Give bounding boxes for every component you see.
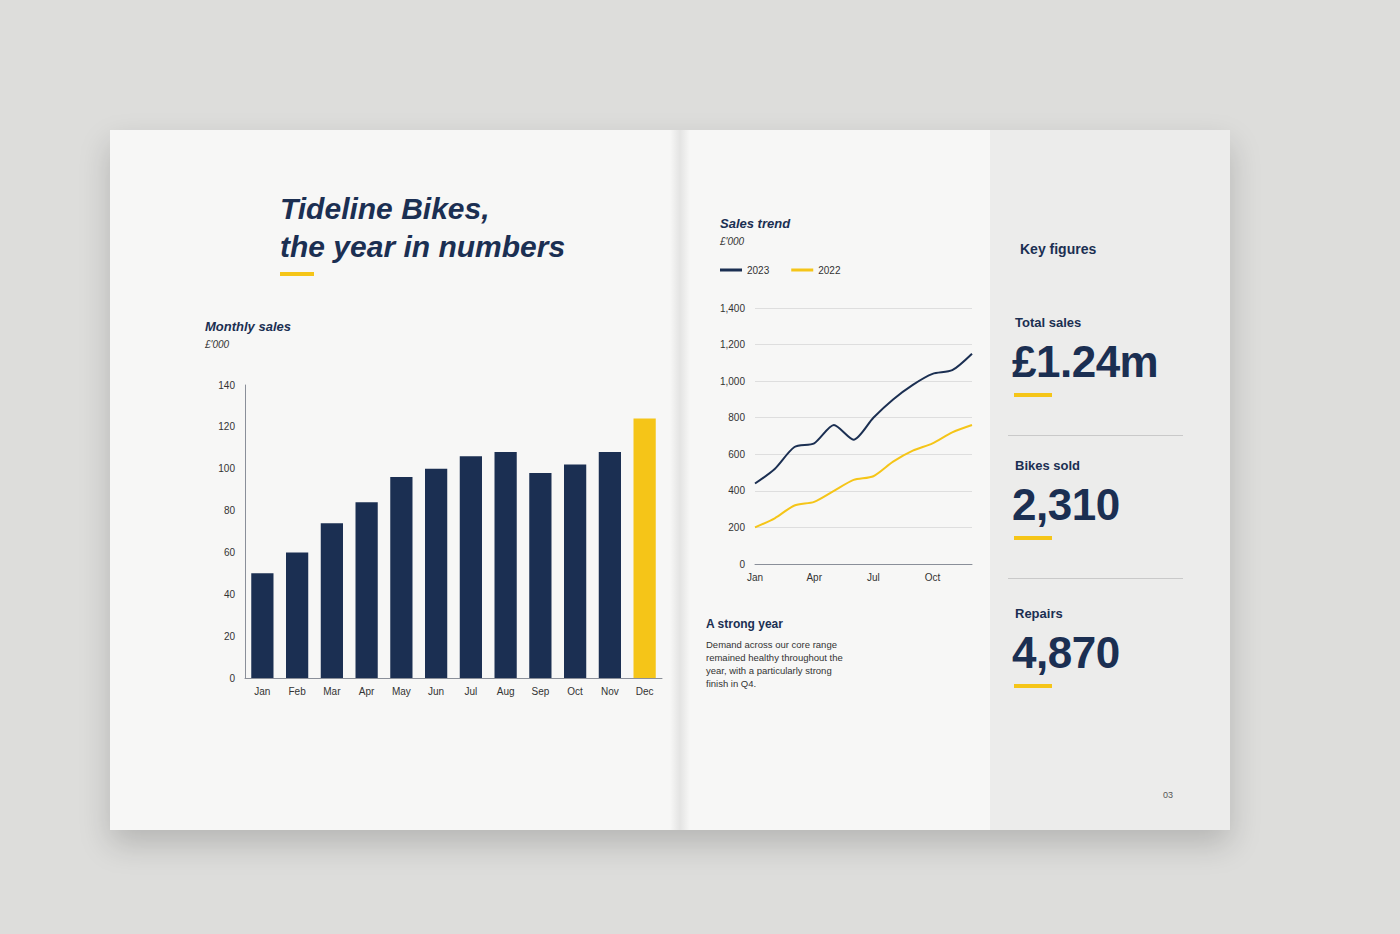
svg-text:Jan: Jan — [254, 686, 270, 697]
svg-text:140: 140 — [218, 380, 235, 391]
svg-text:200: 200 — [728, 522, 745, 533]
svg-text:Jul: Jul — [867, 572, 880, 583]
html-text:Tideline Bikes,: Tideline Bikes, — [280, 192, 490, 225]
svg-text:20: 20 — [224, 631, 236, 642]
svg-text:Feb: Feb — [289, 686, 307, 697]
svg-text:120: 120 — [218, 421, 235, 432]
svg-text:1,000: 1,000 — [720, 376, 745, 387]
svg-text:£'000: £'000 — [719, 236, 745, 247]
html-text:Demand across our core range r: Demand across our core range remained he… — [706, 639, 843, 689]
svg-text:40: 40 — [224, 589, 236, 600]
svg-text:1,200: 1,200 — [720, 339, 745, 350]
html-text:4,870: 4,870 — [1012, 628, 1120, 677]
svg-text:Nov: Nov — [601, 686, 619, 697]
svg-text:2022: 2022 — [818, 265, 841, 276]
svg-text:£'000: £'000 — [204, 339, 230, 350]
svg-text:Apr: Apr — [359, 686, 375, 697]
svg-text:2023: 2023 — [747, 265, 770, 276]
svg-text:Oct: Oct — [567, 686, 583, 697]
svg-text:400: 400 — [728, 485, 745, 496]
svg-text:600: 600 — [728, 449, 745, 460]
svg-text:May: May — [392, 686, 411, 697]
svg-text:Oct: Oct — [925, 572, 941, 583]
svg-text:Mar: Mar — [323, 686, 341, 697]
svg-text:0: 0 — [739, 559, 745, 570]
html-text:the year in numbers: the year in numbers — [280, 230, 566, 263]
html-text:Repairs: Repairs — [1015, 606, 1063, 621]
svg-text:Apr: Apr — [806, 572, 822, 583]
svg-text:0: 0 — [229, 673, 235, 684]
html-text:A strong year: A strong year — [706, 617, 783, 631]
svg-text:800: 800 — [728, 412, 745, 423]
svg-text:60: 60 — [224, 547, 236, 558]
svg-text:1,400: 1,400 — [720, 303, 745, 314]
html-text:Total sales: Total sales — [1015, 315, 1082, 330]
svg-text:Aug: Aug — [497, 686, 515, 697]
html-text:03: 03 — [1163, 790, 1173, 800]
svg-text:Sep: Sep — [531, 686, 549, 697]
svg-text:Jun: Jun — [428, 686, 444, 697]
svg-text:80: 80 — [224, 505, 236, 516]
svg-text:Jul: Jul — [464, 686, 477, 697]
html-text:2,310: 2,310 — [1012, 480, 1120, 529]
html-text:Key figures: Key figures — [1020, 241, 1097, 257]
svg-text:Monthly sales: Monthly sales — [205, 319, 291, 334]
svg-text:100: 100 — [218, 463, 235, 474]
html-text:Bikes sold: Bikes sold — [1015, 458, 1080, 473]
html-text:£1.24m: £1.24m — [1012, 337, 1159, 386]
svg-text:Sales trend: Sales trend — [720, 216, 791, 231]
svg-text:Jan: Jan — [747, 572, 763, 583]
svg-text:Dec: Dec — [636, 686, 654, 697]
